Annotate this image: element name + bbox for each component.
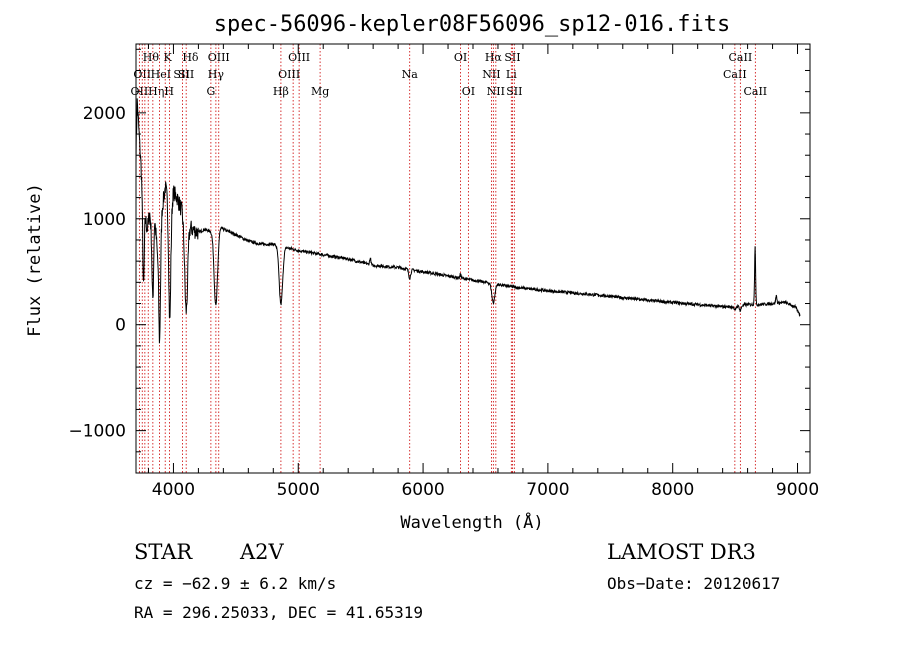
y-tick-label: −1000 [68,422,126,442]
line-marker-label: Na [402,68,419,81]
y-axis-label: Flux (relative) [25,183,45,337]
x-tick-label: 6000 [401,480,444,500]
line-marker-label: OIII [208,51,230,64]
line-markers: OIIOIIHθHηHeIKHSIIHδSIIGHγOIIIHβOIIIOIII… [131,44,767,473]
plot-frame [135,43,811,474]
line-marker-label: Li [506,68,517,81]
line-marker-label: Hγ [208,68,225,81]
line-marker-label: NII [482,68,500,81]
x-tick-label: 4000 [152,480,195,500]
subclass: A2V [240,540,284,564]
line-marker-label: Mg [311,85,329,98]
x-tick-label: 9000 [776,480,819,500]
x-tick-label: 7000 [526,480,569,500]
spectrum-line [135,98,801,344]
line-marker-label: OIII [288,51,310,64]
line-marker-label: Hβ [273,85,289,98]
redshift-readout: cz = −62.9 ± 6.2 km/s [134,574,337,593]
x-axis-label: Wavelength (Å) [400,511,543,533]
x-tick-label: 5000 [277,480,320,500]
chart-title: spec-56096-kepler08F56096_sp12-016.fits [214,12,731,37]
line-marker-label: NII [487,85,505,98]
line-marker-label: OII [133,68,151,81]
line-marker-label: OI [454,51,467,64]
line-marker-label: H [164,85,174,98]
line-marker-label: OI [462,85,475,98]
y-tick-label: 1000 [83,210,126,230]
line-marker-label: Hα [485,51,503,64]
obs-date: Obs−Date: 20120617 [607,574,781,593]
line-marker-label: G [206,85,215,98]
x-tick-label: 8000 [651,480,694,500]
line-marker-label: Hθ [143,51,160,64]
object-class: STAR [134,540,193,564]
line-marker-label: CaII [723,68,747,81]
line-marker-label: SII [173,68,189,81]
y-tick-label: 2000 [83,104,126,124]
line-marker-label: HeI [151,68,171,81]
line-marker-label: SII [178,68,194,81]
coordinates: RA = 296.25033, DEC = 41.65319 [134,603,423,622]
spectrum-chart: spec-56096-kepler08F56096_sp12-016.fits … [25,12,819,533]
line-marker-label: SII [504,51,520,64]
line-marker-label: SII [506,85,522,98]
line-marker-label: Hη [148,85,164,98]
line-marker-label: OIII [278,68,300,81]
line-marker-label: Hδ [182,51,199,64]
axis-ticks: 4000 5000 6000 7000 8000 9000 −1000 0 1000 2000 [68,44,819,500]
line-marker-label: CaII [743,85,767,98]
line-marker-label: CaII [729,51,753,64]
y-tick-label: 0 [115,316,126,336]
survey-name: LAMOST DR3 [607,540,756,564]
line-marker-label: K [163,51,172,64]
